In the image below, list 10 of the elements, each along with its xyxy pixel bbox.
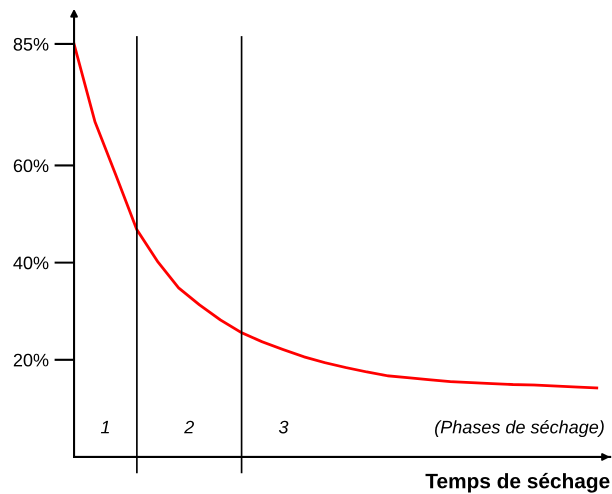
annotation: 1 <box>100 420 109 434</box>
y-tick-label: 20% <box>14 354 48 366</box>
annotation: 2 <box>184 420 194 434</box>
y-tick-label: 60% <box>14 159 48 172</box>
y-tick-label: 85% <box>14 38 48 51</box>
annotation: (Phases de séchage) <box>435 420 604 438</box>
line-series <box>74 42 598 390</box>
annotation: 3 <box>278 420 288 434</box>
y-tick-label: 40% <box>13 256 48 270</box>
x-axis-title: Temps de séchage <box>426 472 610 493</box>
